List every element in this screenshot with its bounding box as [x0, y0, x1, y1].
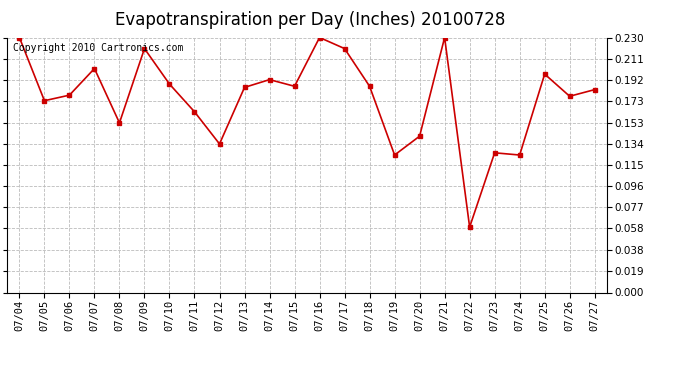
Text: Copyright 2010 Cartronics.com: Copyright 2010 Cartronics.com	[13, 43, 184, 52]
Text: Evapotranspiration per Day (Inches) 20100728: Evapotranspiration per Day (Inches) 2010…	[115, 11, 506, 29]
